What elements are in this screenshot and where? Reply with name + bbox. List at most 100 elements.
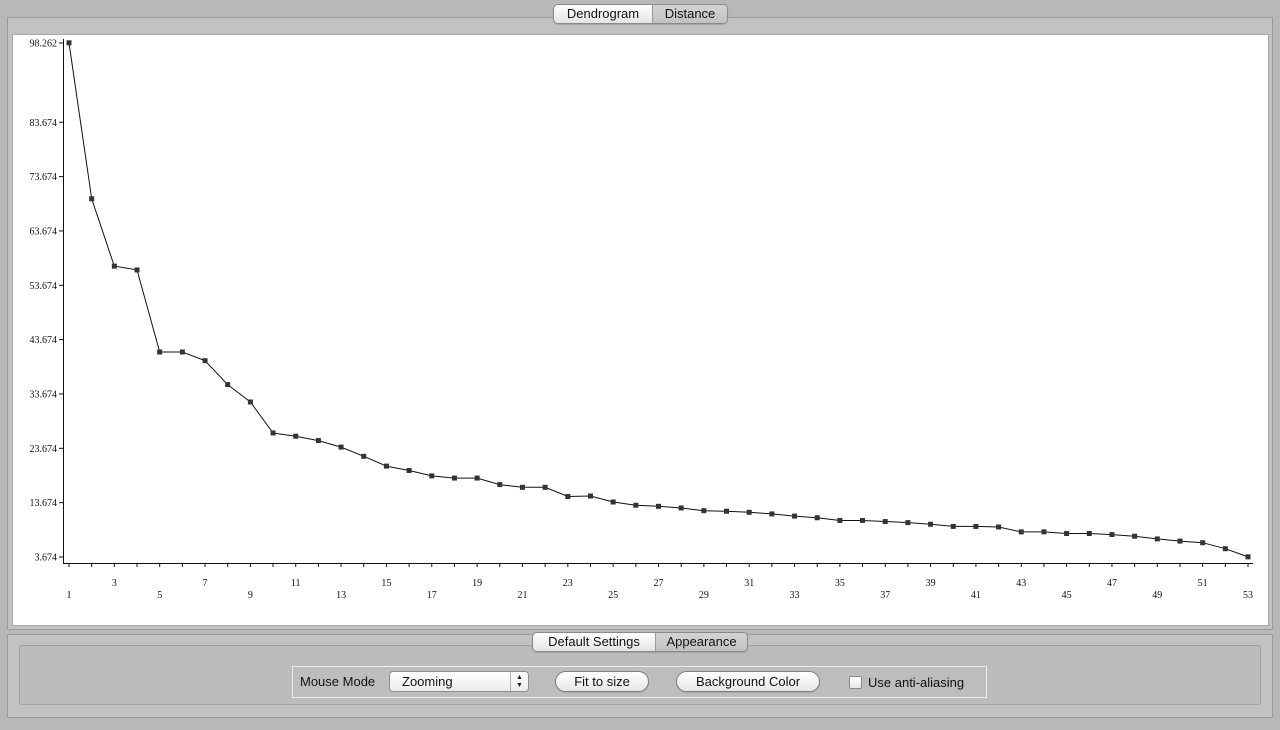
- mouse-mode-select[interactable]: Zooming ▲ ▼: [389, 671, 529, 692]
- y-tick-label: 33.674: [30, 389, 58, 400]
- view-tabs: Dendrogram Distance: [553, 4, 728, 24]
- x-tick-label: 17: [427, 590, 437, 601]
- anti-aliasing-label: Use anti-aliasing: [868, 675, 965, 690]
- x-tick-label: 23: [563, 578, 573, 589]
- data-point: [1064, 530, 1070, 536]
- fit-to-size-button[interactable]: Fit to size: [555, 671, 649, 692]
- x-tick-label: 37: [880, 590, 890, 601]
- data-point: [996, 524, 1002, 530]
- data-point: [451, 475, 457, 481]
- data-point: [633, 502, 639, 508]
- data-point: [429, 473, 435, 479]
- x-tick-label: 7: [203, 578, 208, 589]
- data-point: [293, 433, 299, 439]
- data-point: [270, 430, 276, 436]
- data-point: [134, 267, 140, 273]
- data-point: [542, 484, 548, 490]
- x-tick-label: 51: [1198, 578, 1208, 589]
- data-point: [724, 508, 730, 514]
- data-point: [66, 40, 72, 46]
- x-tick-label: 53: [1243, 590, 1253, 601]
- data-point: [610, 499, 616, 505]
- data-point: [792, 513, 798, 519]
- data-point: [973, 523, 979, 529]
- data-point: [157, 349, 163, 355]
- updown-arrows-icon: ▲ ▼: [510, 672, 528, 691]
- x-tick-label: 5: [157, 590, 162, 601]
- x-tick-label: 3: [112, 578, 117, 589]
- data-point: [678, 505, 684, 511]
- data-point: [905, 520, 911, 526]
- distance-chart-svg: 98.26283.67473.67463.67453.67443.67433.6…: [30, 39, 1253, 601]
- tab-default-settings[interactable]: Default Settings: [548, 634, 640, 649]
- data-point: [769, 511, 775, 517]
- tab-distance[interactable]: Distance: [652, 5, 727, 23]
- x-tick-label: 29: [699, 590, 709, 601]
- anti-aliasing-checkbox[interactable]: [849, 676, 862, 689]
- data-point: [1041, 529, 1047, 535]
- data-point: [746, 509, 752, 515]
- data-point: [814, 515, 820, 521]
- data-point: [338, 444, 344, 450]
- data-point: [1018, 529, 1024, 535]
- x-tick-label: 45: [1062, 590, 1072, 601]
- x-tick-label: 21: [517, 590, 527, 601]
- distance-plot[interactable]: 98.262 83.674 73.674 63.674 53.674 43.674 33.6…: [12, 34, 1269, 626]
- tab-dendrogram[interactable]: Dendrogram: [566, 6, 640, 21]
- y-tick-label: 73.674: [30, 172, 58, 183]
- y-tick-label: 3.674: [35, 553, 58, 564]
- data-point: [406, 467, 412, 473]
- data-point: [474, 475, 480, 481]
- x-tick-label: 15: [381, 578, 391, 589]
- x-tick-label: 39: [926, 578, 936, 589]
- data-point: [89, 196, 95, 202]
- y-tick-label: 63.674: [30, 226, 58, 237]
- data-point: [225, 382, 231, 388]
- data-point: [111, 263, 117, 269]
- x-tick-label: 9: [248, 590, 253, 601]
- data-point: [860, 517, 866, 523]
- data-point: [315, 438, 321, 444]
- data-point: [882, 519, 888, 525]
- data-point: [1086, 530, 1092, 536]
- background-color-button[interactable]: Background Color: [676, 671, 820, 692]
- mouse-mode-label: Mouse Mode: [300, 674, 376, 689]
- x-tick-label: 41: [971, 590, 981, 601]
- tab-appearance[interactable]: Appearance: [655, 633, 747, 651]
- data-point: [202, 358, 208, 364]
- x-tick-label: 19: [472, 578, 482, 589]
- y-tick-label: 13.674: [30, 498, 58, 509]
- data-point: [701, 508, 707, 514]
- settings-tabs: Default Settings Appearance: [532, 632, 748, 652]
- data-point: [1245, 554, 1251, 560]
- data-point: [1132, 533, 1138, 539]
- y-tick-label: 53.674: [30, 281, 58, 292]
- x-tick-label: 13: [336, 590, 346, 601]
- data-point: [565, 494, 571, 500]
- x-tick-label: 1: [67, 590, 72, 601]
- x-tick-label: 47: [1107, 578, 1117, 589]
- data-point: [656, 503, 661, 509]
- data-point: [383, 463, 389, 469]
- data-point: [1177, 538, 1183, 544]
- y-tick-label: 98.262: [30, 39, 58, 50]
- data-point: [1222, 546, 1228, 552]
- data-point: [247, 399, 253, 405]
- x-tick-label: 27: [654, 578, 664, 589]
- data-point: [587, 493, 593, 499]
- x-tick-label: 35: [835, 578, 845, 589]
- data-point: [497, 482, 503, 488]
- x-tick-label: 33: [790, 590, 800, 601]
- y-tick-label: 43.674: [30, 335, 58, 346]
- data-point: [928, 521, 934, 527]
- x-tick-label: 25: [608, 590, 618, 601]
- mouse-mode-value: Zooming: [402, 674, 453, 689]
- x-tick-label: 31: [744, 578, 754, 589]
- distance-series-line: [68, 42, 1249, 558]
- x-tick-label: 11: [291, 578, 301, 589]
- data-point: [1154, 536, 1160, 542]
- data-point: [837, 517, 843, 523]
- data-point: [1109, 532, 1115, 538]
- x-tick-label: 43: [1016, 578, 1026, 589]
- data-point: [361, 453, 367, 459]
